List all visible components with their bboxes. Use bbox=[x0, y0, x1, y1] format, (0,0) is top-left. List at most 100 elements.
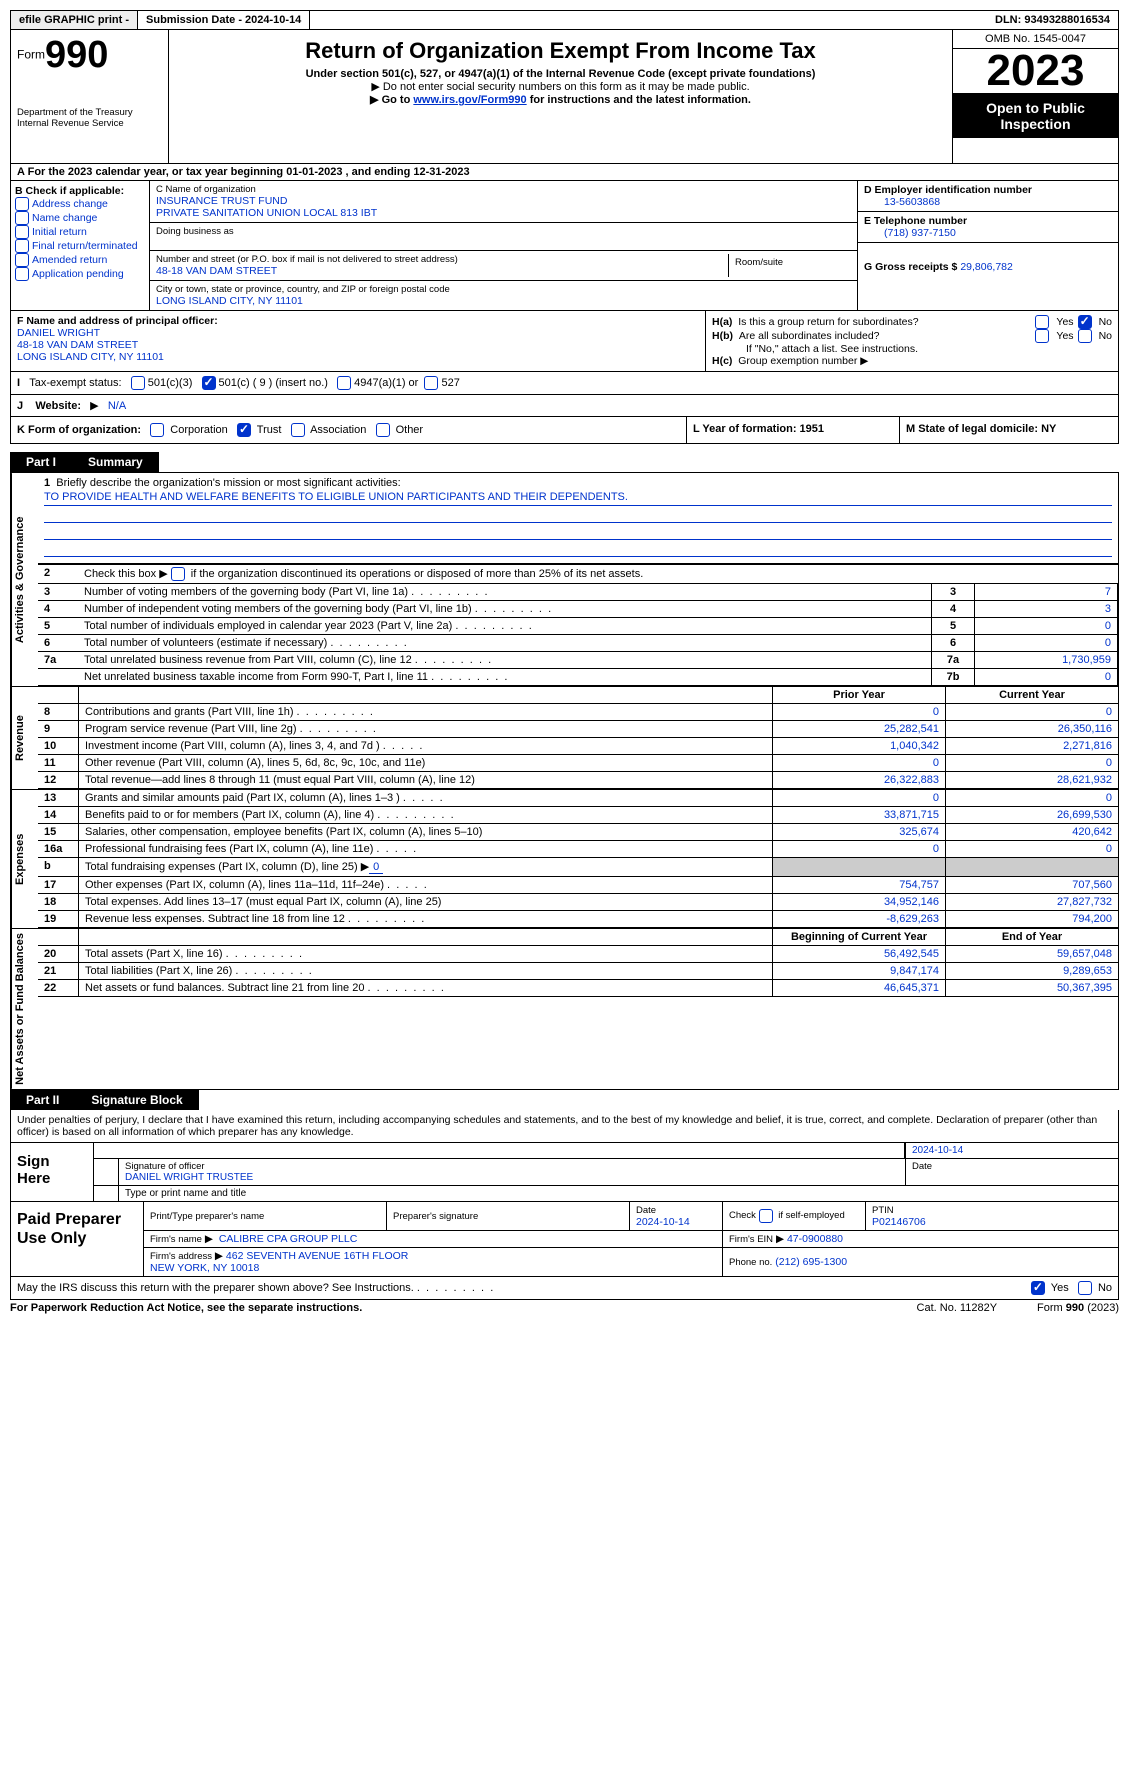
hb-yes[interactable] bbox=[1035, 329, 1049, 343]
state-domicile: M State of legal domicile: NY bbox=[900, 417, 1118, 443]
exp-prior-16a: 0 bbox=[773, 841, 946, 858]
check-501c3[interactable] bbox=[131, 376, 145, 390]
ein-label: D Employer identification number bbox=[864, 184, 1112, 196]
tax-year: 2023 bbox=[953, 49, 1118, 94]
rev-prior-10: 1,040,342 bbox=[773, 738, 946, 755]
net-assets-table: Beginning of Current YearEnd of Year 20T… bbox=[38, 929, 1118, 997]
sign-here-label: Sign Here bbox=[11, 1143, 94, 1201]
street-address: 48-18 VAN DAM STREET bbox=[156, 265, 728, 277]
net-end-22: 50,367,395 bbox=[946, 980, 1119, 997]
exp-row-15: Salaries, other compensation, employee b… bbox=[79, 824, 773, 841]
gov-val-5: 0 bbox=[975, 618, 1118, 635]
open-to-public: Open to Public Inspection bbox=[953, 94, 1118, 138]
firm-ein-label: Firm's EIN bbox=[729, 1234, 773, 1245]
col-prior-year: Prior Year bbox=[773, 687, 946, 704]
tax-exempt-label: Tax-exempt status: bbox=[29, 377, 121, 389]
ha-no[interactable] bbox=[1078, 315, 1092, 329]
hc-text: Group exemption number bbox=[738, 355, 857, 367]
firm-phone-value: (212) 695-1300 bbox=[775, 1256, 847, 1268]
discuss-no[interactable] bbox=[1078, 1281, 1092, 1295]
rev-prior-11: 0 bbox=[773, 755, 946, 772]
ptin-value: P02146706 bbox=[872, 1216, 926, 1228]
exp-curr-16a: 0 bbox=[946, 841, 1119, 858]
header-right: OMB No. 1545-0047 2023 Open to Public In… bbox=[952, 30, 1118, 163]
officer-addr1: 48-18 VAN DAM STREET bbox=[17, 339, 138, 351]
discuss-text: May the IRS discuss this return with the… bbox=[17, 1282, 493, 1294]
arrow-icon bbox=[94, 1143, 118, 1158]
rev-row-11: Other revenue (Part VIII, column (A), li… bbox=[79, 755, 773, 772]
form-footer: Form 990 (2023) bbox=[1037, 1302, 1119, 1314]
check-initial-return[interactable]: Initial return bbox=[15, 225, 145, 239]
discuss-yes[interactable] bbox=[1031, 1281, 1045, 1295]
exp-curr-18: 27,827,732 bbox=[946, 894, 1119, 911]
rev-curr-12: 28,621,932 bbox=[946, 772, 1119, 789]
header-left: Form990 Department of the Treasury Inter… bbox=[11, 30, 169, 163]
net-beg-22: 46,645,371 bbox=[773, 980, 946, 997]
exp-shade-prior bbox=[773, 858, 946, 877]
exp-curr-17: 707,560 bbox=[946, 877, 1119, 894]
check-discontinued[interactable] bbox=[171, 567, 185, 581]
mission-block: 1 Briefly describe the organization's mi… bbox=[38, 473, 1118, 564]
prep-name-label: Print/Type preparer's name bbox=[150, 1211, 264, 1222]
paid-preparer-block: Paid Preparer Use Only Print/Type prepar… bbox=[10, 1202, 1119, 1277]
row-i: I Tax-exempt status: 501(c)(3) 501(c) ( … bbox=[10, 371, 1119, 394]
check-501c[interactable] bbox=[202, 376, 216, 390]
header-mid: Return of Organization Exempt From Incom… bbox=[169, 30, 952, 163]
exp-curr-14: 26,699,530 bbox=[946, 807, 1119, 824]
city-state-zip: LONG ISLAND CITY, NY 11101 bbox=[156, 295, 851, 307]
net-beg-20: 56,492,545 bbox=[773, 946, 946, 963]
check-association[interactable] bbox=[291, 423, 305, 437]
sign-here-block: Sign Here 2024-10-14 Signature of office… bbox=[10, 1143, 1119, 1202]
exp-prior-15: 325,674 bbox=[773, 824, 946, 841]
check-amended-return[interactable]: Amended return bbox=[15, 253, 145, 267]
paperwork-notice: For Paperwork Reduction Act Notice, see … bbox=[10, 1302, 362, 1314]
rev-curr-10: 2,271,816 bbox=[946, 738, 1119, 755]
hb-no[interactable] bbox=[1078, 329, 1092, 343]
officer-name: DANIEL WRIGHT bbox=[17, 327, 100, 339]
preparer-table: Print/Type preparer's name Preparer's si… bbox=[144, 1202, 1118, 1276]
check-trust[interactable] bbox=[237, 423, 251, 437]
exp-curr-15: 420,642 bbox=[946, 824, 1119, 841]
check-527[interactable] bbox=[424, 376, 438, 390]
box-h: H(a) Is this a group return for subordin… bbox=[706, 311, 1118, 371]
exp-prior-14: 33,871,715 bbox=[773, 807, 946, 824]
gov-val-7a: 1,730,959 bbox=[975, 652, 1118, 669]
check-self-employed[interactable] bbox=[759, 1209, 773, 1223]
part2-title: Signature Block bbox=[75, 1090, 198, 1110]
year-formation: L Year of formation: 1951 bbox=[687, 417, 900, 443]
check-application-pending[interactable]: Application pending bbox=[15, 267, 145, 281]
vtab-net-assets: Net Assets or Fund Balances bbox=[11, 929, 38, 1089]
q2-text: Check this box ▶ if the organization dis… bbox=[78, 565, 1118, 584]
part2-header: Part II Signature Block bbox=[10, 1090, 1119, 1110]
check-name-change[interactable]: Name change bbox=[15, 211, 145, 225]
exp-row-16b: Total fundraising expenses (Part IX, col… bbox=[79, 858, 773, 877]
gov-val-7b: 0 bbox=[975, 669, 1118, 686]
col-end-year: End of Year bbox=[946, 929, 1119, 946]
form-title: Return of Organization Exempt From Incom… bbox=[175, 38, 946, 64]
ha-yes[interactable] bbox=[1035, 315, 1049, 329]
box-f: F Name and address of principal officer:… bbox=[11, 311, 706, 371]
gov-val-3: 7 bbox=[975, 584, 1118, 601]
revenue-section: Revenue Prior YearCurrent Year 8Contribu… bbox=[10, 687, 1119, 790]
box-c: C Name of organization INSURANCE TRUST F… bbox=[150, 181, 857, 310]
vtab-revenue: Revenue bbox=[11, 687, 38, 789]
col-current-year: Current Year bbox=[946, 687, 1119, 704]
box-b: B Check if applicable: Address change Na… bbox=[11, 181, 150, 310]
submission-date: Submission Date - 2024-10-14 bbox=[138, 11, 310, 29]
check-other[interactable] bbox=[376, 423, 390, 437]
check-final-return[interactable]: Final return/terminated bbox=[15, 239, 145, 253]
instructions-line: ▶ Go to www.irs.gov/Form990 for instruct… bbox=[175, 93, 946, 106]
check-address-change[interactable]: Address change bbox=[15, 197, 145, 211]
gov-row-5: Total number of individuals employed in … bbox=[78, 618, 932, 635]
instructions-link[interactable]: www.irs.gov/Form990 bbox=[413, 94, 526, 106]
col-beginning-year: Beginning of Current Year bbox=[773, 929, 946, 946]
efile-print-button[interactable]: efile GRAPHIC print - bbox=[11, 11, 138, 29]
check-corporation[interactable] bbox=[150, 423, 164, 437]
city-label: City or town, state or province, country… bbox=[156, 284, 851, 295]
q1-label: Briefly describe the organization's miss… bbox=[56, 477, 400, 489]
box-b-header: B Check if applicable: bbox=[15, 185, 145, 197]
paid-preparer-label: Paid Preparer Use Only bbox=[11, 1202, 144, 1276]
check-4947[interactable] bbox=[337, 376, 351, 390]
exp-prior-18: 34,952,146 bbox=[773, 894, 946, 911]
row-j: J Website: ▶ N/A bbox=[10, 394, 1119, 416]
